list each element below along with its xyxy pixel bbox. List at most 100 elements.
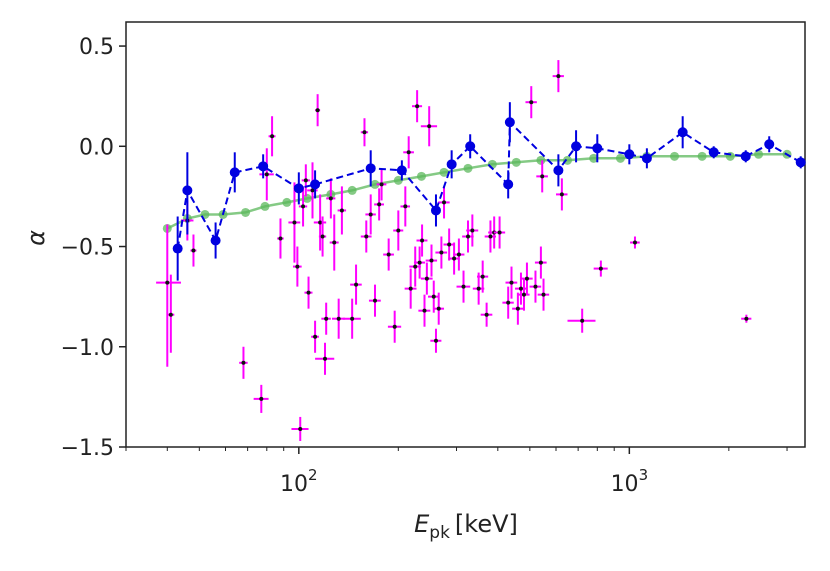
point-marker [533,284,538,289]
point-marker [313,334,318,339]
measurement-point [536,160,548,193]
point-marker [339,208,344,213]
smooth-trend-point [536,155,546,165]
measurement-point [453,238,465,271]
measurement-point [493,216,506,249]
measurement-point [443,228,455,261]
binned-mean-point [396,165,407,176]
measurement-point [448,242,460,275]
point-marker [318,220,323,225]
point-marker [484,312,489,317]
measurement-point [315,342,335,375]
smooth-trend-point [754,149,764,159]
smooth-trend-series [162,149,792,233]
point-marker [264,172,269,177]
measurement-point [502,286,514,319]
smooth-trend-point [670,151,680,161]
point-marker [515,306,520,311]
measurement-point [318,216,327,257]
measurement-point [520,262,533,295]
point-marker [422,308,427,313]
point-marker [292,220,297,225]
point-marker [392,324,397,329]
measurement-points-series [156,60,752,441]
point-marker [350,316,355,321]
point-marker [315,108,320,113]
measurement-point [259,148,274,201]
point-marker [354,282,359,287]
measurement-point [416,224,428,257]
measurement-point [190,234,197,267]
point-marker [452,256,457,261]
point-marker [386,252,391,257]
point-marker [427,124,432,129]
measurement-point [418,294,431,327]
measurement-point [329,214,339,271]
point-marker [332,240,337,245]
point-marker [298,426,303,431]
x-axis-label-main: E [414,510,430,538]
y-tick-label: 0.5 [79,35,114,60]
point-marker [497,230,502,235]
point-marker [415,104,420,109]
binned-mean-point [446,159,457,170]
point-marker [379,182,384,187]
point-marker [310,188,315,193]
measurement-point [301,164,310,197]
point-marker [259,396,264,401]
smooth-trend-point [416,171,426,181]
measurement-point [433,292,445,325]
measurement-point [537,278,550,311]
binned-mean-point [310,179,321,190]
smooth-trend-point [260,201,270,211]
measurement-point [277,218,284,259]
measurement-point [331,298,346,339]
point-marker [466,234,471,239]
measurement-point [365,194,376,235]
measurement-point [315,94,321,127]
point-marker [470,228,475,233]
binned-mean-point [571,141,582,152]
point-marker [744,316,749,321]
measurement-point [413,246,426,279]
point-marker [439,250,444,255]
measurement-point [552,60,564,93]
binned-mean-point [740,151,751,162]
y-tick-label: 0.0 [79,135,114,160]
point-marker [436,306,441,311]
measurement-point [480,302,493,327]
point-marker [556,74,561,79]
measurement-point [411,90,423,123]
point-marker [364,234,369,239]
point-marker [506,300,511,305]
point-marker [598,266,603,271]
point-marker [408,286,413,291]
measurement-point [368,284,381,317]
measurement-point [326,178,336,219]
x-axis-label-unit: [keV] [455,510,518,538]
smooth-trend-point [347,185,357,195]
binned-mean-point [677,127,688,138]
measurement-point [313,194,327,251]
point-marker [480,274,485,279]
point-marker [429,258,434,263]
measurement-point [456,270,471,303]
measurement-point [476,260,489,293]
x-tick-label: 102 [280,466,318,497]
point-marker [303,178,308,183]
binned-mean-point [641,153,652,164]
point-marker [368,212,373,217]
x-axis-label-sub: pk [429,523,450,543]
measurement-point [342,298,361,339]
measurement-point [374,188,384,221]
smooth-trend-point [697,151,707,161]
smooth-trend-point [370,179,380,189]
point-marker [447,242,452,247]
binned-mean-point [210,235,221,246]
measurement-point [534,246,547,279]
measurement-point [321,302,331,335]
smooth-trend-point [393,175,403,185]
point-marker [431,294,436,299]
point-marker [456,252,461,257]
